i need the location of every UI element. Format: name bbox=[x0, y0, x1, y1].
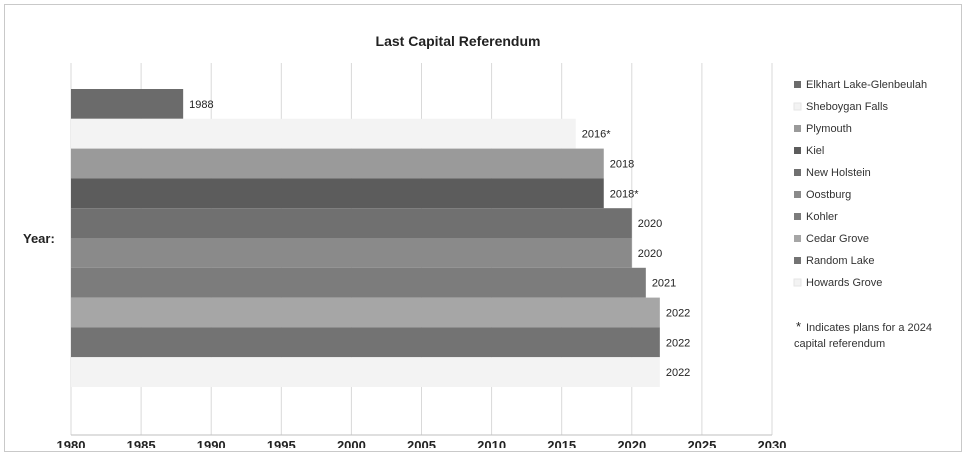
legend-label-7: Cedar Grove bbox=[806, 233, 869, 245]
bar-label-2: 2018 bbox=[610, 159, 634, 171]
bar-8 bbox=[71, 327, 660, 358]
legend-swatch-2 bbox=[794, 125, 801, 132]
bar-7 bbox=[71, 297, 660, 328]
bar-4 bbox=[71, 208, 632, 238]
legend-label-1: Sheboygan Falls bbox=[806, 101, 888, 113]
x-tick-label-2010: 2010 bbox=[477, 438, 506, 448]
bar-label-4: 2020 bbox=[638, 218, 662, 230]
bar-label-0: 1988 bbox=[189, 99, 213, 111]
legend-swatch-9 bbox=[793, 278, 802, 287]
bar-1 bbox=[71, 118, 576, 149]
bar-label-9: 2022 bbox=[666, 367, 690, 379]
legend-label-4: New Holstein bbox=[806, 167, 871, 179]
bar-2 bbox=[71, 148, 604, 179]
x-tick-label-1985: 1985 bbox=[127, 438, 156, 448]
legend-label-6: Kohler bbox=[806, 211, 838, 223]
x-tick-label-1995: 1995 bbox=[267, 438, 296, 448]
x-tick-label-2000: 2000 bbox=[337, 438, 366, 448]
bar-label-5: 2020 bbox=[638, 248, 662, 260]
x-tick-label-1980: 1980 bbox=[57, 438, 86, 448]
legend-swatch-0 bbox=[794, 81, 801, 88]
note-line-2: capital referendum bbox=[794, 338, 885, 350]
bar-0 bbox=[71, 89, 184, 119]
x-tick-label-1990: 1990 bbox=[197, 438, 226, 448]
legend-swatch-7 bbox=[794, 235, 801, 242]
chart-svg: Last Capital Referendum 1988 2016* 2018 2018… bbox=[23, 33, 932, 448]
legend-label-9: Howards Grove bbox=[806, 277, 882, 289]
bar-label-6: 2021 bbox=[652, 278, 676, 290]
x-tick-label-2015: 2015 bbox=[547, 438, 576, 448]
chart-title: Last Capital Referendum bbox=[376, 33, 541, 49]
chart-frame: Last Capital Referendum 1988 2016* 2018 2018… bbox=[4, 4, 962, 452]
bar-label-3: 2018* bbox=[610, 188, 639, 200]
bar-9 bbox=[71, 357, 660, 387]
legend-label-8: Random Lake bbox=[806, 255, 875, 267]
note-line-1: Indicates plans for a 2024 bbox=[806, 322, 932, 334]
legend-swatch-1 bbox=[793, 102, 802, 111]
x-tick-label-2030: 2030 bbox=[758, 438, 787, 448]
bar-label-1: 2016* bbox=[582, 129, 611, 141]
note-star: * bbox=[796, 319, 801, 334]
legend-swatch-4 bbox=[794, 169, 801, 176]
x-tick-label-2020: 2020 bbox=[617, 438, 646, 448]
x-tick-label-2005: 2005 bbox=[407, 438, 436, 448]
y-axis-label: Year: bbox=[23, 231, 55, 246]
legend-label-3: Kiel bbox=[806, 145, 824, 157]
bar-label-8: 2022 bbox=[666, 337, 690, 349]
bar-5 bbox=[71, 238, 632, 268]
x-tick-label-2025: 2025 bbox=[687, 438, 716, 448]
legend-label-5: Oostburg bbox=[806, 189, 851, 201]
bar-6 bbox=[71, 267, 646, 298]
legend-swatch-5 bbox=[794, 191, 801, 198]
legend-label-2: Plymouth bbox=[806, 123, 852, 135]
legend-swatch-6 bbox=[794, 213, 801, 220]
legend-swatch-3 bbox=[794, 147, 801, 154]
legend-label-0: Elkhart Lake-Glenbeulah bbox=[806, 79, 927, 91]
bar-3 bbox=[71, 178, 604, 209]
legend-swatch-8 bbox=[794, 257, 801, 264]
bar-label-7: 2022 bbox=[666, 308, 690, 320]
